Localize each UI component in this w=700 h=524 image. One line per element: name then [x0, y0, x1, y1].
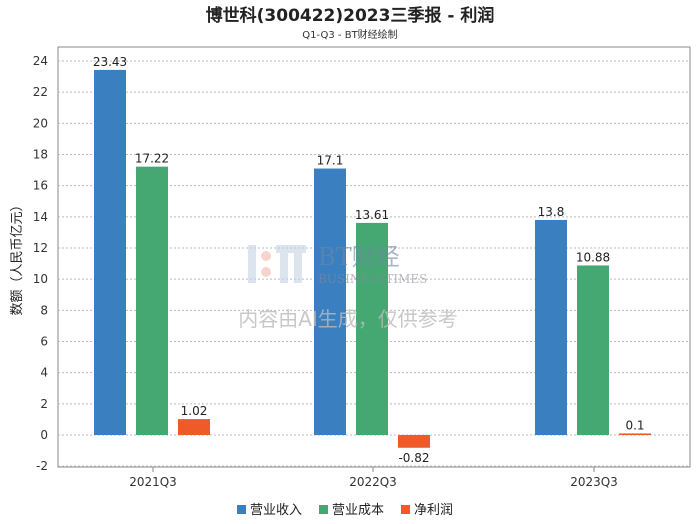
y-tick-label: 12	[33, 241, 48, 255]
y-tick-label: 24	[33, 54, 48, 68]
data-label: 17.1	[317, 154, 344, 168]
bar-营业成本-2023Q3	[577, 265, 609, 435]
y-tick-label: 22	[33, 85, 48, 99]
y-tick-label: -2	[36, 459, 48, 473]
y-tick-label: 6	[40, 335, 48, 349]
y-tick-label: 16	[33, 179, 48, 193]
data-label: -0.82	[398, 451, 429, 465]
data-label: 13.8	[538, 205, 565, 219]
bar-净利润-2022Q3	[398, 435, 430, 448]
watermark: BT财经 BUSINESSTIMES	[248, 243, 427, 286]
y-tick-label: 0	[40, 428, 48, 442]
data-label: 1.02	[181, 404, 208, 418]
legend-item[interactable]: 营业成本	[332, 503, 384, 518]
y-tick-label: 2	[40, 397, 48, 411]
data-label: 23.43	[93, 55, 127, 69]
y-axis-label: 数额（人民币亿元）	[10, 198, 25, 315]
legend-swatch	[237, 505, 246, 514]
bar-净利润-2021Q3	[178, 419, 210, 435]
watermark-brand: BT财经	[318, 243, 400, 271]
y-tick-label: 14	[33, 210, 48, 224]
legend-swatch	[319, 505, 328, 514]
y-tick-label: 20	[33, 116, 48, 130]
y-tick-label: 10	[33, 272, 48, 286]
y-tick-label: 4	[40, 366, 48, 380]
bar-净利润-2023Q3	[619, 433, 651, 435]
chart-subtitle: Q1-Q3 - BT财经绘制	[302, 28, 397, 41]
x-tick-label: 2023Q3	[570, 475, 618, 489]
bar-营业收入-2021Q3	[94, 69, 126, 435]
chart-title: 博世科(300422)2023三季报 - 利润	[206, 5, 495, 26]
bar-营业收入-2022Q3	[314, 168, 346, 435]
legend-item[interactable]: 净利润	[414, 503, 453, 518]
watermark-notice: 内容由AI生成，仅供参考	[238, 307, 458, 331]
data-label: 13.61	[355, 208, 389, 222]
legend-swatch	[401, 505, 410, 514]
data-label: 17.22	[135, 152, 169, 166]
legend-item[interactable]: 营业收入	[250, 503, 302, 518]
bar-营业成本-2022Q3	[356, 222, 388, 435]
y-tick-label: 18	[33, 148, 48, 162]
data-label: 0.1	[625, 418, 644, 432]
data-label: 10.88	[576, 250, 610, 264]
y-tick-label: 8	[40, 303, 48, 317]
x-tick-label: 2022Q3	[349, 475, 397, 489]
x-tick-label: 2021Q3	[129, 475, 177, 489]
watermark-brand-en: BUSINESSTIMES	[318, 272, 427, 286]
bar-营业成本-2021Q3	[136, 166, 168, 435]
bar-营业收入-2023Q3	[535, 219, 567, 435]
